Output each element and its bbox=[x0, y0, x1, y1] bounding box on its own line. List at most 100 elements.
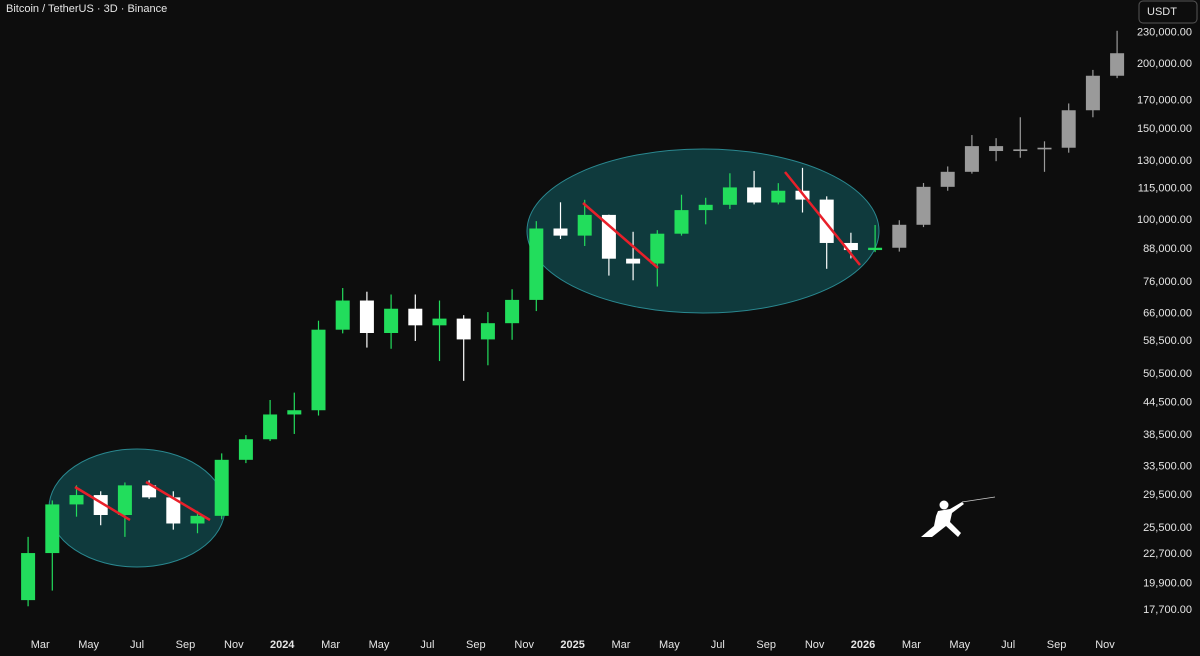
trend-line bbox=[784, 171, 861, 266]
logo-body bbox=[921, 502, 964, 537]
currency-box bbox=[1138, 0, 1198, 24]
y-tick-label: 170,000.00 bbox=[1137, 95, 1192, 107]
candle-body bbox=[238, 439, 253, 460]
x-tick-label: Sep bbox=[1047, 639, 1067, 651]
trend-line bbox=[582, 202, 659, 269]
candle-body bbox=[142, 485, 157, 498]
x-tick-label: 2026 bbox=[851, 639, 875, 651]
candle-body bbox=[384, 308, 399, 334]
x-tick-label: May bbox=[659, 639, 680, 651]
x-tick-label: May bbox=[949, 639, 970, 651]
y-tick-label: 88,000.00 bbox=[1143, 243, 1192, 255]
candle-body bbox=[819, 199, 834, 243]
y-tick-label: 150,000.00 bbox=[1137, 123, 1192, 135]
currency-label: USDT bbox=[1147, 6, 1177, 18]
x-tick-label: Mar bbox=[31, 639, 50, 651]
candle-body bbox=[674, 210, 689, 234]
candle-body bbox=[529, 228, 544, 300]
x-tick-label: Sep bbox=[176, 639, 196, 651]
trend-lines bbox=[74, 171, 861, 522]
candle-body bbox=[771, 190, 786, 203]
y-tick-label: 76,000.00 bbox=[1143, 276, 1192, 288]
x-tick-label: Nov bbox=[1095, 639, 1115, 651]
y-tick-label: 19,900.00 bbox=[1143, 578, 1192, 590]
candle-body bbox=[940, 171, 955, 187]
candle-body bbox=[214, 459, 229, 516]
candle-body bbox=[1037, 147, 1052, 150]
x-tick-label: 2024 bbox=[270, 639, 295, 651]
y-tick-label: 17,700.00 bbox=[1143, 604, 1192, 616]
y-tick-label: 58,500.00 bbox=[1143, 335, 1192, 347]
x-tick-label: Jul bbox=[1001, 639, 1015, 651]
candle-body bbox=[359, 300, 374, 334]
candle-body bbox=[989, 146, 1004, 152]
y-tick-label: 66,000.00 bbox=[1143, 308, 1192, 320]
candle-body bbox=[408, 308, 423, 326]
x-tick-label: Jul bbox=[130, 639, 144, 651]
x-tick-label: Mar bbox=[612, 639, 631, 651]
trend-line bbox=[74, 485, 131, 522]
candle-body bbox=[311, 329, 326, 411]
candle-body bbox=[1013, 149, 1028, 152]
x-tick-label: May bbox=[78, 639, 99, 651]
candle-body bbox=[868, 247, 883, 251]
candle-body bbox=[964, 146, 979, 172]
y-tick-label: 200,000.00 bbox=[1137, 58, 1192, 70]
logo-blade bbox=[961, 496, 996, 503]
x-tick-label: Nov bbox=[805, 639, 825, 651]
x-tick-label: Nov bbox=[514, 639, 534, 651]
candle-body bbox=[263, 414, 278, 440]
candle-body bbox=[650, 233, 665, 264]
candle-body bbox=[1085, 75, 1100, 111]
y-tick-label: 130,000.00 bbox=[1137, 155, 1192, 167]
x-tick-label: Jul bbox=[711, 639, 725, 651]
y-tick-label: 25,500.00 bbox=[1143, 522, 1192, 534]
candle-body bbox=[505, 299, 520, 324]
y-tick-label: 22,700.00 bbox=[1143, 548, 1192, 560]
y-tick-label: 115,000.00 bbox=[1138, 183, 1192, 195]
candle-body bbox=[432, 318, 447, 326]
trend-line bbox=[145, 480, 211, 522]
y-tick-label: 38,500.00 bbox=[1143, 429, 1192, 441]
candle-body bbox=[1110, 53, 1125, 76]
candle-body bbox=[722, 187, 737, 205]
price-axis bbox=[1132, 0, 1200, 656]
y-tick-label: 44,500.00 bbox=[1143, 396, 1192, 408]
logo-head bbox=[939, 500, 949, 510]
y-tick-label: 100,000.00 bbox=[1137, 214, 1192, 226]
candle-body bbox=[21, 553, 36, 601]
candle-body bbox=[698, 204, 713, 211]
candle-body bbox=[892, 224, 907, 248]
x-tick-label: May bbox=[369, 639, 390, 651]
candle-body bbox=[456, 318, 471, 340]
x-tick-label: 2025 bbox=[560, 639, 584, 651]
candle-body bbox=[747, 187, 762, 203]
y-tick-label: 50,500.00 bbox=[1143, 368, 1192, 380]
x-tick-label: Jul bbox=[420, 639, 434, 651]
fencer-logo bbox=[921, 496, 996, 537]
candle-body bbox=[335, 300, 350, 330]
candle-body bbox=[577, 214, 592, 236]
x-tick-label: Mar bbox=[321, 639, 340, 651]
candle-body bbox=[69, 495, 84, 505]
candle-body bbox=[117, 485, 132, 516]
candle-body bbox=[626, 258, 641, 264]
candles bbox=[21, 30, 1125, 607]
highlight-ellipse bbox=[526, 148, 880, 314]
candle-body bbox=[480, 323, 495, 340]
candle-body bbox=[1061, 110, 1076, 148]
y-tick-label: 29,500.00 bbox=[1143, 489, 1192, 501]
candle-body bbox=[553, 228, 568, 236]
candle-body bbox=[45, 504, 60, 554]
candle-body bbox=[916, 186, 931, 225]
candle-body bbox=[843, 242, 858, 251]
candle-body bbox=[287, 410, 302, 415]
candle-body bbox=[190, 515, 205, 524]
chart-title: Bitcoin / TetherUS · 3D · Binance bbox=[6, 3, 167, 15]
x-tick-label: Sep bbox=[466, 639, 486, 651]
x-tick-label: Nov bbox=[224, 639, 244, 651]
x-tick-label: Mar bbox=[902, 639, 921, 651]
candle-body bbox=[601, 214, 616, 259]
